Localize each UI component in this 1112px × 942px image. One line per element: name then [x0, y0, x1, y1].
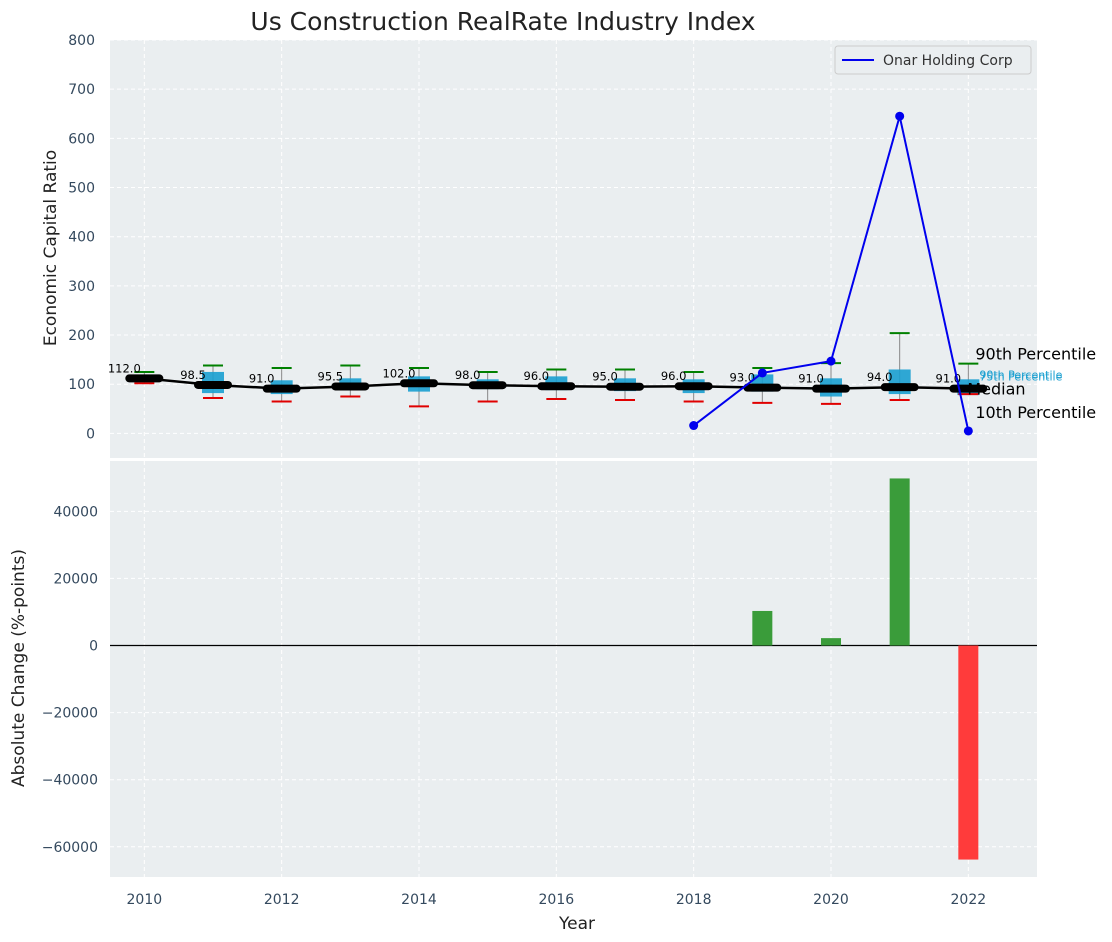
median-value-label: 93.0: [730, 371, 756, 385]
bottom-y-tick-label: −20000: [42, 706, 98, 722]
company-point: [757, 368, 767, 378]
top-y-tick-label: 700: [68, 82, 95, 98]
median-value-label: 102.0: [383, 366, 416, 380]
top-y-tick-label: 800: [68, 33, 95, 49]
bottom-plot-area: [110, 461, 1037, 877]
change-bar: [958, 645, 979, 860]
x-tick-label: 2020: [813, 892, 849, 908]
median-value-label: 95.5: [318, 369, 344, 383]
bottom-y-axis-label: Absolute Change (%-points): [9, 549, 29, 787]
top-y-tick-label: 0: [86, 426, 95, 442]
x-tick-label: 2016: [539, 892, 575, 908]
bottom-y-tick-label: 20000: [53, 571, 98, 587]
median-value-label: 96.0: [661, 369, 687, 383]
company-point: [895, 111, 905, 121]
top-y-tick-label: 600: [68, 131, 95, 147]
top-y-tick-label: 400: [68, 230, 95, 246]
median-value-label: 98.0: [455, 368, 481, 382]
median-value-label: 94.0: [867, 370, 893, 384]
bottom-y-tick-label: −60000: [42, 840, 98, 856]
change-bar: [889, 478, 910, 646]
median-value-label: 96.0: [524, 369, 550, 383]
x-tick-label: 2022: [951, 892, 987, 908]
annotation-small-2: 75th Percentile: [979, 370, 1062, 383]
change-bar: [821, 638, 841, 646]
top-y-tick-label: 500: [68, 181, 95, 197]
annotation-10th: 10th Percentile: [975, 403, 1096, 422]
top-y-tick-label: 200: [68, 328, 95, 344]
legend-box: [834, 45, 1032, 75]
median-value-label: 91.0: [249, 372, 275, 386]
median-value-label: 112.0: [108, 361, 141, 375]
bottom-y-tick-label: 40000: [53, 504, 98, 520]
top-plot-area: [110, 40, 1037, 458]
median-value-label: 98.5: [180, 368, 206, 382]
median-line: [144, 377, 969, 390]
company-point: [963, 426, 973, 436]
median-value-label: 95.0: [592, 370, 618, 384]
company-point: [689, 421, 699, 431]
x-tick-label: 2018: [676, 892, 712, 908]
top-y-tick-label: 100: [68, 377, 95, 393]
change-bar: [752, 610, 773, 646]
bottom-panel: −60000 −40000 −20000 0 20000 40000 2010 2012 201…: [42, 461, 1037, 908]
bottom-y-tick-label: −40000: [42, 773, 98, 789]
bottom-y-tick-label: 0: [89, 639, 98, 655]
legend-entry-label: Onar Holding Corp: [883, 53, 1013, 69]
top-y-tick-label: 300: [68, 279, 95, 295]
annotation-90th: 90th Percentile: [975, 345, 1096, 364]
top-panel: 0 100 200 300 400 500 600 700 800 112.0 98.5 91.0 95…: [68, 33, 1096, 458]
median-value-label: 91.0: [798, 372, 824, 386]
x-tick-label: 2010: [127, 892, 163, 908]
median-value-label: 91.0: [936, 372, 962, 386]
legend: Onar Holding Corp: [834, 45, 1032, 75]
annotation-median: Median: [967, 380, 1025, 399]
x-axis-label: Year: [558, 914, 595, 934]
x-tick-label: 2014: [401, 892, 437, 908]
chart-title: Us Construction RealRate Industry Index: [250, 7, 755, 36]
company-point: [826, 356, 836, 366]
top-y-axis-label: Economic Capital Ratio: [41, 150, 61, 346]
annotation-small-1: 90th Percentile: [979, 368, 1062, 381]
x-tick-label: 2012: [264, 892, 300, 908]
